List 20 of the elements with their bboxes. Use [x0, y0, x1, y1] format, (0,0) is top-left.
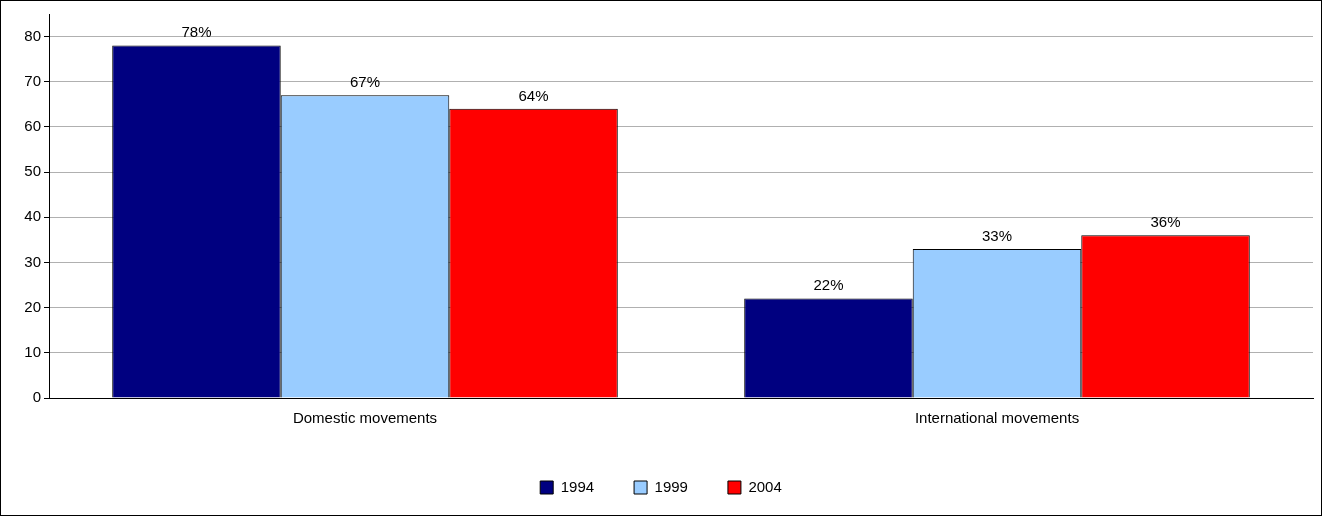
x-tick-label: Domestic movements [292, 409, 438, 427]
y-tick-label: 20 [24, 297, 41, 315]
x-tick-label: International movements [914, 409, 1080, 427]
y-tick-label: 40 [24, 207, 41, 225]
data-label: 36% [1150, 213, 1181, 231]
y-tick-label: 60 [24, 117, 41, 135]
y-tick-label: 70 [24, 71, 41, 89]
legend-label: 1994 [560, 477, 595, 495]
data-label: 22% [813, 276, 844, 294]
legend-label: 2004 [748, 477, 782, 495]
data-label: 64% [518, 86, 549, 104]
data-label: 78% [181, 23, 212, 41]
data-label: 33% [981, 226, 1013, 244]
data-label: 67% [349, 72, 381, 90]
legend-label: 1999 [654, 477, 688, 495]
y-tick-label: 80 [24, 26, 41, 44]
y-tick-label: 0 [32, 388, 41, 406]
y-tick-label: 10 [24, 342, 41, 360]
y-tick-label: 50 [24, 162, 41, 180]
y-tick-label: 30 [24, 252, 41, 270]
